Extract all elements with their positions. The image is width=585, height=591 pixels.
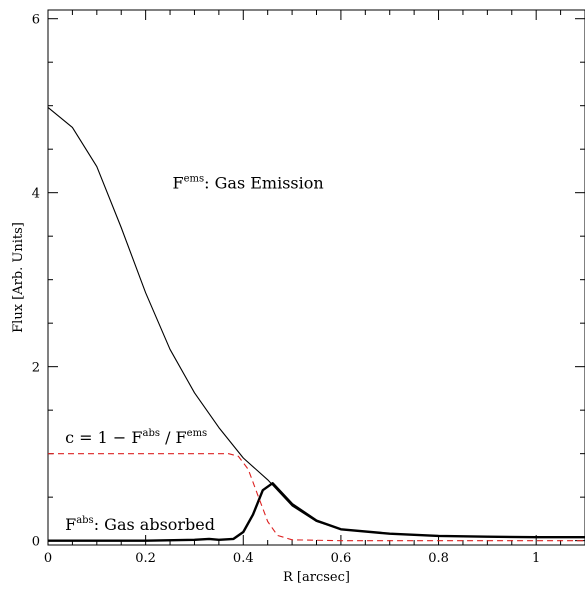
series-line-2 xyxy=(48,482,585,542)
annotation-superscript: abs xyxy=(142,428,160,439)
y-axis-label: Flux [Arb. Units] xyxy=(11,222,26,333)
y-tick-label: 0 xyxy=(32,535,40,550)
y-tick-label: 2 xyxy=(32,361,40,376)
y-tick-label: 6 xyxy=(32,13,40,28)
x-axis-label: R [arcsec] xyxy=(283,570,350,585)
annotation-mid: / F xyxy=(160,428,187,447)
series-line-3 xyxy=(48,453,585,542)
annotation-superscript: abs xyxy=(76,515,94,526)
y-tick-label: 4 xyxy=(32,187,40,202)
x-tick-label: 1 xyxy=(532,551,540,566)
annotation-base: c = 1 − F xyxy=(65,428,142,447)
series-line-1 xyxy=(47,106,585,538)
x-tick-label: 0 xyxy=(44,551,52,566)
annotation-text: : Gas Emission xyxy=(204,173,324,192)
annotation-superscript-2: ems xyxy=(187,428,208,439)
x-tick-label: 0.4 xyxy=(233,551,254,566)
annotation-text: : Gas absorbed xyxy=(94,515,215,534)
x-tick-label: 0.8 xyxy=(428,551,449,566)
series-group xyxy=(47,106,585,542)
annotation-base: F xyxy=(172,173,183,192)
plot-frame-group xyxy=(47,9,585,546)
plot-frame xyxy=(47,9,585,546)
x-tick-label: 0.2 xyxy=(135,551,156,566)
annotation-2: c = 1 − Fabs / Fems xyxy=(65,428,207,447)
annotation-1: Fems: Gas Emission xyxy=(172,173,323,192)
annotation-superscript: ems xyxy=(184,173,205,184)
annotation-3: Fabs: Gas absorbed xyxy=(65,515,215,534)
ticks-group: 0 0.2 0.4 0.6 0.8 1 0 2 4 6 xyxy=(32,10,585,566)
x-tick-label: 0.6 xyxy=(331,551,352,566)
annotation-base: F xyxy=(65,515,76,534)
